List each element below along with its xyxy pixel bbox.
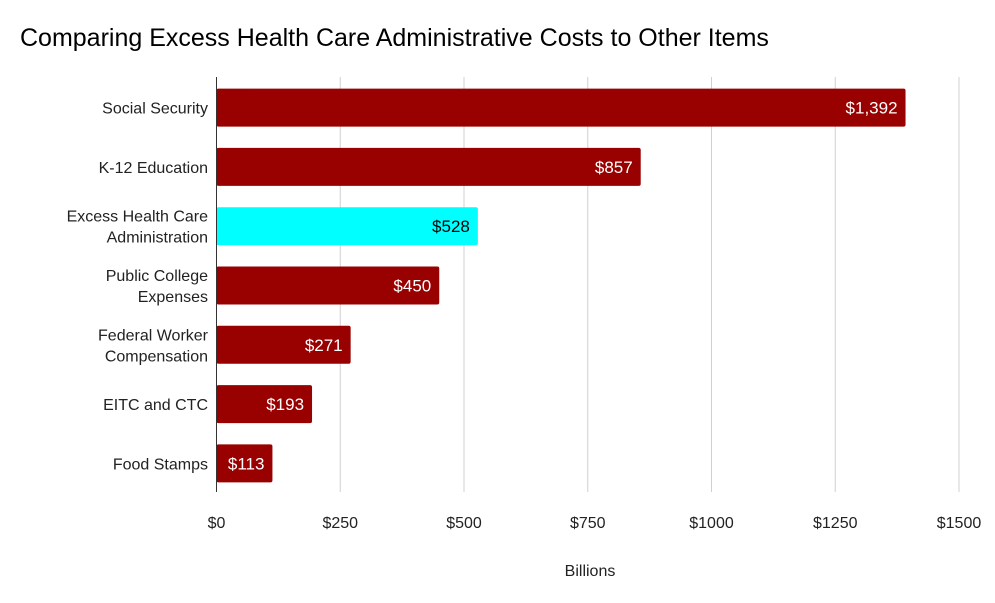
bar [216,88,906,127]
x-tick-label: $0 [208,515,226,532]
bar [216,266,440,305]
y-tick-label: K-12 Education [99,160,208,177]
x-tick-label: $500 [446,515,482,532]
x-tick-label: $1500 [937,515,982,532]
x-tick-label: $1250 [813,515,858,532]
data-label: $528 [432,217,470,236]
data-label: $113 [228,454,265,473]
y-tick-label: Public College Expenses [106,268,208,306]
bar [216,385,313,424]
data-label: $271 [305,336,343,355]
x-tick-label: $250 [322,515,358,532]
bar [216,147,641,186]
y-tick-label: Excess Health Care Administration [67,209,208,247]
y-tick-label: Federal Worker Compensation [98,327,209,365]
x-tick-label: $1000 [689,515,734,532]
data-label: $450 [393,277,431,296]
data-label: $857 [595,158,633,177]
chart-title: Comparing Excess Health Care Administrat… [20,24,769,52]
x-tick-label: $750 [570,515,606,532]
y-tick-label: Food Stamps [113,456,208,473]
bar [216,207,478,246]
y-tick-label: EITC and CTC [103,397,208,414]
bar [216,325,351,364]
x-axis-label: Billions [564,563,616,580]
bar [216,444,273,483]
data-label: $1,392 [846,99,898,118]
data-label: $193 [266,395,304,414]
y-tick-label: Social Security [102,101,208,118]
